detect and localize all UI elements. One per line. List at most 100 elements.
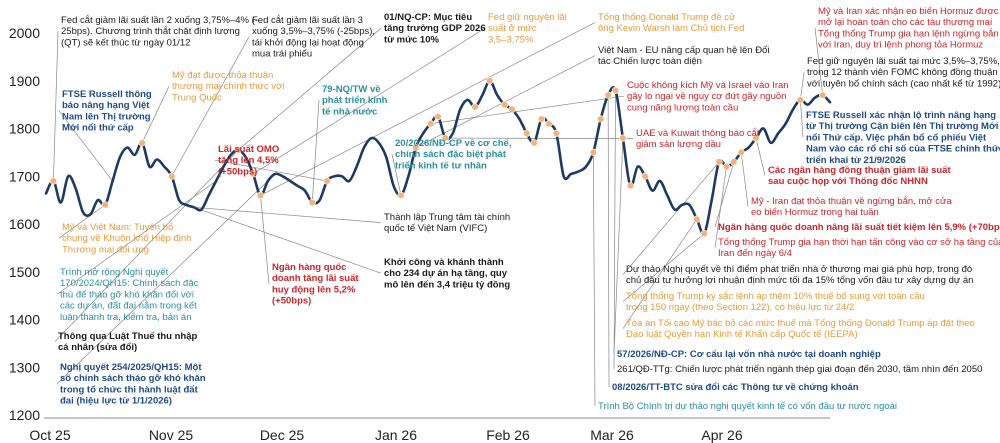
annotation-line: Trình Bộ Chính trị dự thảo nghị quyết ki…: [598, 401, 897, 412]
annotation-line: Ngân hàng quốc: [272, 262, 346, 273]
leader-line: [252, 27, 486, 175]
annotation: Khởi công và khánh thành cho 234 dự án hạ…: [384, 257, 510, 290]
annotation-line: Các ngân hàng đồng thuận giảm lãi suất: [768, 165, 951, 176]
annotation: Tổng thống Trump ký sắc lệnh áp thêm 10%…: [626, 291, 925, 313]
leader-line: [58, 204, 106, 239]
annotation-line: Iran đến ngày 6/4: [718, 248, 792, 259]
annotation: Fed giữ nguyên lãi suất ở mức 3,5–3,75%: [488, 12, 567, 45]
annotation-line: đai (hiệu lực từ 1/1/2026): [60, 396, 172, 407]
annotation: Mỹ và Việt Nam: Tuyên bố chung về Khuôn k…: [62, 222, 191, 255]
event-marker: [619, 134, 627, 142]
annotation: FTSE Russell xác nhận lộ trình nâng hạng…: [806, 110, 1000, 166]
annotation: Ngân hàng quốc doanh tăng lãi suất huy độn…: [272, 262, 359, 307]
annotation: Mỹ - Iran đạt thỏa thuận về ngừng bắn, m…: [751, 196, 952, 218]
annotation-line: 20/2026/NĐ-CP về cơ chế,: [395, 138, 511, 149]
leader-line: [592, 152, 596, 407]
annotation: Trình mở rộng Nghị quyết 170/2024/QH15: C…: [60, 267, 199, 323]
annotation-line: tế nhà nước: [322, 106, 377, 117]
leader-line: [613, 90, 616, 370]
annotation-line: 3,5–3,75%: [488, 34, 534, 45]
event-marker: [486, 77, 494, 85]
event-marker: [138, 139, 146, 147]
annotation-line: gây lo ngại về nguy cơ đứt gãy nguồn: [627, 91, 786, 102]
annotation: Các ngân hàng đồng thuận giảm lãi suất sa…: [768, 165, 951, 187]
event-marker: [737, 148, 745, 156]
event-marker: [537, 115, 546, 123]
annotation: Tòa án Tối cao Mỹ bác bỏ các mức thuế mà…: [626, 318, 975, 340]
leader-line: [814, 27, 823, 96]
leader-line: [171, 36, 250, 177]
event-marker: [626, 182, 634, 190]
annotation-line: Tổng thống Trump gia hạn thời hạn tấn cô…: [718, 237, 1000, 248]
annotation-line: 57/2026/NĐ-CP: Cơ cấu lại vốn nhà nước t…: [617, 349, 881, 360]
event-marker: [545, 120, 553, 128]
annotation-line: Fed cắt giảm lãi suất lần 2 xuống 3,75%–…: [61, 15, 258, 26]
event-marker: [49, 177, 57, 185]
annotation-leaders: [53, 22, 823, 407]
event-marker: [508, 105, 516, 113]
annotation-line: Dự thảo Nghị quyết về thí điểm phát triể…: [626, 264, 972, 275]
annotation-line: Mỹ và Iran xác nhận eo biển Hormuz được: [818, 6, 999, 17]
event-markers: [49, 77, 827, 238]
event-marker: [641, 172, 649, 180]
annotation-line: 170/2024/QH15: Chính sách đặc: [60, 278, 199, 289]
event-marker: [168, 172, 176, 180]
annotation-line: 79-NQ/TW về: [322, 84, 381, 95]
leader-line: [141, 86, 170, 143]
annotation-line: chung về Khuôn khổ Hiệp định: [62, 233, 191, 244]
annotation: FTSE Russell thông báo nâng hạng Việt Nam …: [62, 89, 152, 134]
event-marker: [412, 144, 420, 152]
annotation-line: Thành lập Trung tâm tài chính: [384, 212, 510, 223]
x-tick-label: Oct 25: [29, 427, 70, 443]
annotation: Lãi suất OMO tăng lên 4,5% (+50bps): [218, 144, 279, 177]
x-tick-label: Mar 26: [590, 427, 634, 443]
leader-line: [714, 161, 735, 228]
annotation: Thông qua Luật Thuế thu nhập cá nhân (sửa…: [58, 331, 198, 353]
annotation: Cuộc không kích Mỹ và Israel vào Iran gây…: [627, 80, 789, 113]
annotation-line: nổi Thứ cấp. Việc phân bổ cổ phiếu Việt: [806, 132, 987, 143]
event-marker: [323, 177, 331, 185]
annotation-line: Mỹ và Việt Nam: Tuyên bố: [62, 222, 174, 233]
annotation: Việt Nam - EU nâng cấp quan hệ lên Đối tá…: [598, 45, 769, 67]
annotation-line: với Iran, duy trì lệnh phong tỏa Hormuz: [818, 40, 983, 51]
annotation-line: mua trái phiếu: [252, 49, 312, 60]
annotation-line: Ngân hàng quốc doanh nâng lãi suất tiết …: [718, 222, 1000, 233]
event-marker: [500, 101, 509, 109]
y-tick-label: 1200: [9, 407, 40, 423]
annotation-line: báo nâng hạng Việt: [62, 100, 150, 111]
leader-line: [391, 154, 402, 196]
annotation-line: phát triển kinh: [322, 95, 388, 106]
annotation: Tổng thống Trump gia hạn thời hạn tấn cô…: [718, 237, 1000, 259]
annotation-line: số chính sách tháo gỡ khó khăn: [60, 373, 206, 384]
y-tick-label: 2000: [9, 25, 40, 41]
leader-line: [56, 180, 217, 295]
annotation-line: các dự án, đất đai nằm trong kết: [60, 301, 197, 312]
annotation-line: huy động lên 5,2%: [272, 284, 356, 295]
annotation-line: Mỹ - Iran đạt thỏa thuận về ngừng bắn, m…: [751, 196, 952, 207]
annotation-line: Khởi công và khánh thành: [384, 257, 504, 268]
annotation: Trình Bộ Chính trị dự thảo nghị quyết ki…: [598, 401, 897, 412]
annotation-line: 25bps). Chương trình thắt chặt định lượn…: [61, 26, 240, 37]
annotation-line: thù để tháo gỡ khó khăn đối với: [60, 289, 194, 300]
leader-line: [622, 233, 705, 302]
annotation-line: trong tổ chức thi hành luật đất: [60, 384, 199, 395]
annotation-line: Tổng thống Donald Trump đề cử: [598, 12, 736, 23]
y-tick-label: 1800: [9, 121, 40, 137]
annotation-line: mô lên đến 3,4 triệu tỷ đồng: [384, 279, 510, 290]
event-marker: [441, 134, 449, 142]
annotation-line: FTSE Russell xác nhận lộ trình nâng hạng: [806, 110, 996, 121]
annotation-line: Tổng thống Trump ký sắc lệnh áp thêm 10%…: [626, 291, 925, 302]
annotation: Dự thảo Nghị quyết về thí điểm phát triể…: [626, 264, 973, 286]
annotation: Mỹ và Iran xác nhận eo biển Hormuz được m…: [818, 6, 999, 51]
y-tick-label: 1300: [9, 359, 40, 375]
event-marker: [101, 201, 109, 209]
annotation-line: suất ở mức: [488, 23, 537, 34]
y-tick-label: 1500: [9, 264, 40, 280]
event-marker: [700, 229, 708, 238]
leader-line: [622, 219, 698, 329]
annotation: 01/NQ-CP: Mục tiêu tăng trưởng GDP 2026 từ…: [384, 12, 486, 45]
annotation-line: (+50bps): [218, 166, 257, 177]
annotation: 08/2026/TT-BTC sửa đổi các Thông tư về c…: [612, 382, 859, 393]
leader-line: [445, 137, 634, 139]
